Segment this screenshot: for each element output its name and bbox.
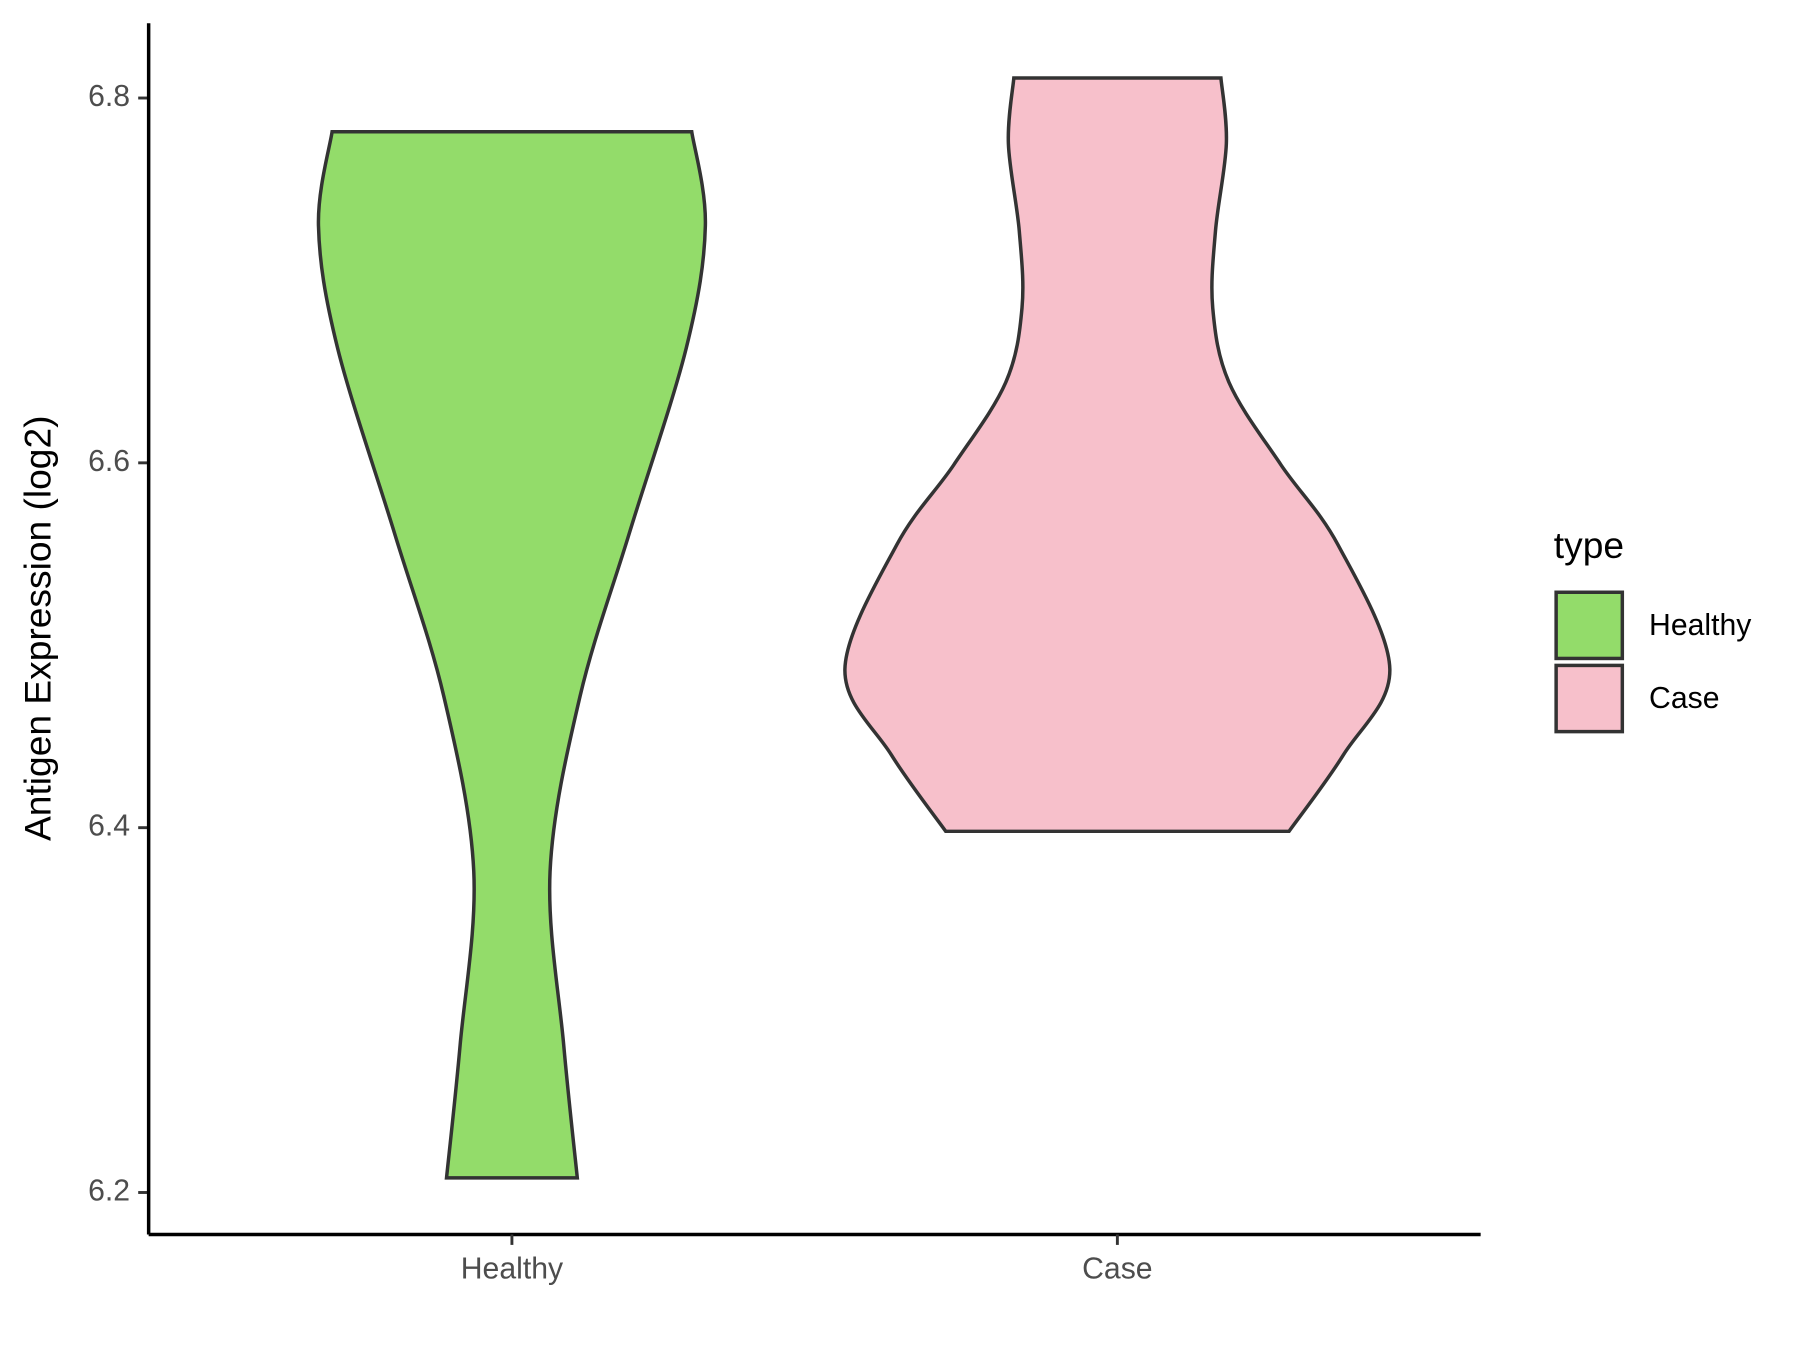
legend-key <box>1554 663 1625 734</box>
y-tick-label: 6.2 <box>88 1174 130 1207</box>
legend-title: type <box>1554 524 1624 566</box>
y-tick-label: 6.6 <box>88 445 130 478</box>
y-tick-label: 6.4 <box>88 810 130 843</box>
violin <box>843 76 1392 834</box>
legend-key <box>1554 590 1625 661</box>
legend-label: Case <box>1649 682 1719 715</box>
legend-label: Healthy <box>1649 609 1752 642</box>
x-tick-label: Healthy <box>461 1252 564 1285</box>
y-tick-label: 6.8 <box>88 80 130 113</box>
x-tick-label: Case <box>1082 1252 1152 1285</box>
y-axis-title: Antigen Expression (log2) <box>16 416 58 841</box>
violin <box>316 130 708 1180</box>
